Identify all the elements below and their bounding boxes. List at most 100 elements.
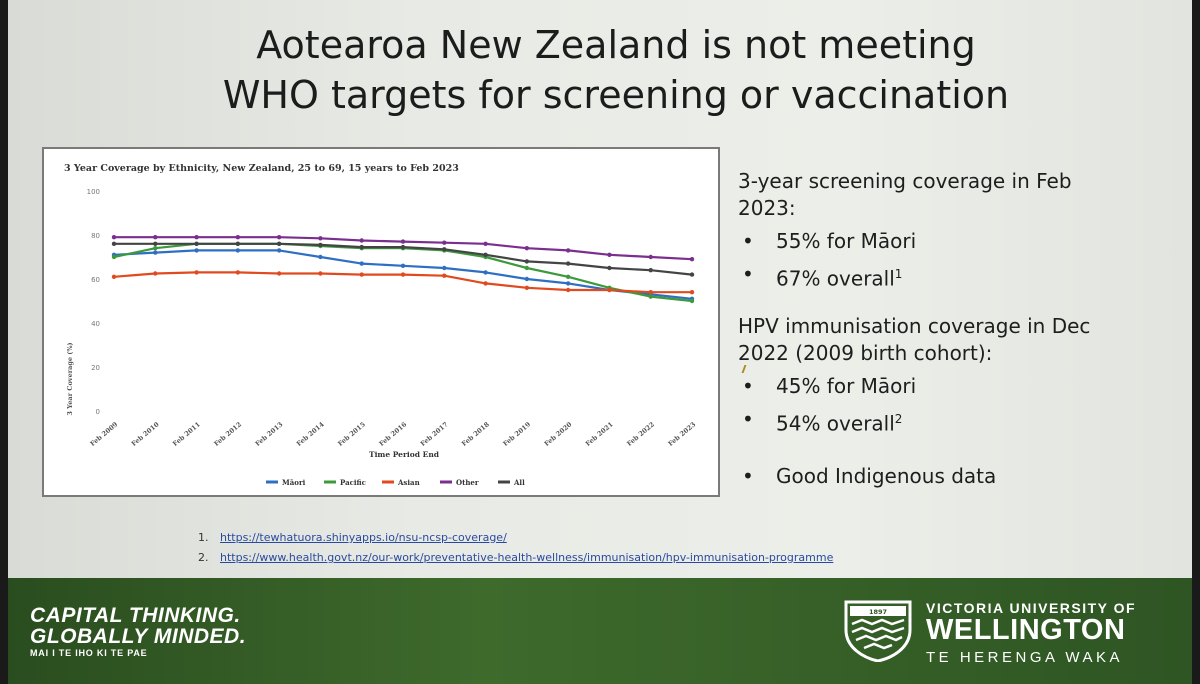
- footnote-ref-1: 1: [894, 267, 903, 281]
- data-point: [524, 276, 530, 282]
- x-tick-label: Feb 2011: [171, 420, 202, 448]
- data-point: [111, 241, 117, 246]
- data-point: [565, 248, 571, 253]
- hpv-bullet-overall-text: 54% overall: [776, 411, 895, 436]
- data-point: [400, 263, 406, 268]
- data-point: [359, 261, 364, 266]
- data-point: [689, 298, 695, 304]
- reference-1-link[interactable]: https://tewhatuora.shinyapps.io/nsu-ncsp…: [220, 531, 507, 544]
- hpv-bullet-maori-text: 45% for Māori: [776, 373, 917, 398]
- x-tick-label: Feb 2017: [419, 420, 450, 448]
- data-point: [400, 244, 406, 250]
- slide: Aotearoa New Zealand is not meeting WHO …: [8, 0, 1192, 684]
- data-point: [689, 257, 695, 262]
- data-point: [153, 271, 158, 276]
- screening-bullet-maori: 55% for Māori: [738, 228, 1178, 255]
- y-tick-label: 20: [91, 364, 100, 372]
- data-point: [194, 248, 199, 253]
- legend-label: Other: [456, 478, 479, 487]
- references: 1. https://tewhatuora.shinyapps.io/nsu-nc…: [198, 528, 998, 568]
- data-point: [565, 261, 571, 266]
- x-tick-label: Feb 2023: [667, 420, 698, 448]
- x-tick-label: Feb 2019: [501, 420, 532, 448]
- data-point: [235, 248, 241, 253]
- data-point: [400, 239, 406, 244]
- footnote-ref-2: 2: [894, 411, 903, 426]
- data-point: [194, 241, 199, 246]
- y-tick-label: 0: [96, 408, 100, 416]
- x-tick-label: Feb 2020: [543, 420, 574, 448]
- data-point: [524, 246, 530, 251]
- university-name-wellington: WELLINGTON: [926, 614, 1126, 646]
- data-point: [442, 273, 447, 278]
- data-point: [318, 254, 323, 260]
- data-point: [442, 240, 447, 245]
- data-point: [318, 271, 323, 276]
- data-point: [648, 290, 653, 295]
- data-point: [276, 271, 282, 276]
- data-point: [111, 254, 117, 260]
- data-point: [689, 272, 695, 277]
- data-point: [235, 235, 241, 240]
- data-point: [648, 268, 653, 273]
- university-name-line-1: VICTORIA UNIVERSITY OF: [926, 600, 1137, 616]
- reference-2-link[interactable]: https://www.health.govt.nz/our-work/prev…: [220, 551, 834, 564]
- hpv-heading-line-1: HPV immunisation coverage in Dec: [738, 313, 1091, 338]
- hpv-heading: HPV immunisation coverage in Dec 2022 (2…: [738, 313, 1178, 367]
- crest-icon: 1897: [844, 600, 912, 662]
- x-tick-label: Feb 2018: [460, 420, 491, 448]
- data-point: [153, 235, 158, 240]
- legend-label: Pacific: [340, 478, 366, 487]
- legend-label: Asian: [397, 478, 420, 487]
- chart-title: 3 Year Coverage by Ethnicity, New Zealan…: [64, 163, 459, 174]
- data-point: [111, 235, 117, 240]
- y-tick-label: 100: [87, 188, 100, 196]
- hpv-heading-line-2: 2022 (2009 birth cohort):: [738, 340, 993, 365]
- data-point: [483, 241, 488, 246]
- data-point: [153, 246, 158, 251]
- screening-heading-line-1: 3-year screening coverage in Feb: [738, 169, 1072, 193]
- legend-label: All: [513, 478, 525, 487]
- x-tick-label: Feb 2016: [378, 420, 409, 448]
- data-point: [524, 265, 530, 271]
- data-point: [483, 270, 488, 275]
- footer-banner: CAPITAL THINKING. GLOBALLY MINDED. MAI I…: [8, 578, 1192, 684]
- data-point: [689, 290, 695, 295]
- indigenous-data-bullet-text: Good Indigenous data: [776, 464, 997, 489]
- tagline-globally-minded: GLOBALLY MINDED.: [30, 625, 247, 648]
- slide-title-line-1: Aotearoa New Zealand is not meeting: [256, 23, 976, 67]
- data-point: [400, 272, 406, 277]
- data-point: [648, 254, 653, 260]
- data-point: [442, 247, 447, 252]
- data-point: [648, 294, 653, 299]
- screening-bullet-overall-text: 67% overall: [776, 266, 895, 291]
- data-point: [607, 265, 612, 271]
- x-tick-label: Feb 2022: [625, 420, 656, 448]
- data-point: [442, 265, 447, 271]
- data-point: [153, 241, 158, 246]
- data-point: [194, 270, 199, 275]
- coverage-chart-svg: 3 Year Coverage by Ethnicity, New Zealan…: [64, 163, 698, 487]
- reference-1: 1. https://tewhatuora.shinyapps.io/nsu-nc…: [198, 528, 998, 548]
- university-logo: 1897 VICTORIA UNIVERSITY OF WELLINGTON T…: [842, 596, 1172, 676]
- university-name-te-herenga-waka: TE HERENGA WAKA: [926, 649, 1123, 666]
- screening-heading-line-2: 2023:: [738, 196, 796, 220]
- indigenous-data-bullet: Good Indigenous data: [738, 463, 1178, 490]
- screening-bullet-maori-text: 55% for Māori: [776, 229, 917, 253]
- x-tick-label: Feb 2009: [89, 420, 120, 448]
- data-point: [483, 252, 488, 257]
- data-point: [276, 248, 282, 253]
- data-point: [235, 270, 241, 275]
- x-tick-label: Feb 2010: [130, 420, 161, 448]
- legend-label: Māori: [282, 478, 306, 487]
- y-axis-label: 3 Year Coverage (%): [66, 342, 74, 415]
- x-tick-label: Feb 2015: [336, 420, 367, 448]
- reference-2: 2. https://www.health.govt.nz/our-work/pr…: [198, 548, 998, 568]
- screening-bullet-overall: 67% overall1: [738, 261, 1178, 293]
- crest-year: 1897: [869, 608, 887, 616]
- screening-heading: 3-year screening coverage in Feb 2023:: [738, 168, 1178, 222]
- data-point: [483, 281, 488, 286]
- data-point: [359, 244, 364, 250]
- x-axis-label: Time Period End: [369, 450, 440, 459]
- data-point: [235, 241, 241, 246]
